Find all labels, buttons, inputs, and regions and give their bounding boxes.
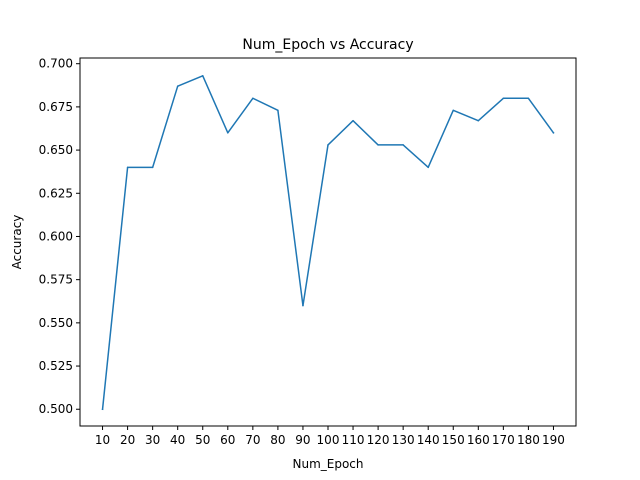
data-point	[252, 97, 254, 100]
x-tick-label: 80	[270, 433, 285, 447]
y-tick-label: 0.600	[39, 229, 73, 243]
x-tick-label: 160	[467, 433, 490, 447]
y-tick-label: 0.700	[39, 57, 73, 71]
data-point	[201, 75, 204, 77]
y-tick-label: 0.525	[39, 359, 73, 373]
y-tick-label: 0.675	[39, 100, 73, 114]
data-point	[151, 166, 154, 169]
y-tick-label: 0.575	[39, 273, 73, 287]
x-tick-label: 50	[195, 433, 210, 447]
x-tick-label: 20	[120, 433, 135, 447]
x-tick-label: 110	[342, 433, 365, 447]
data-point	[176, 85, 179, 87]
data-point	[402, 144, 404, 146]
data-point	[427, 166, 429, 169]
x-tick-label: 40	[170, 433, 185, 447]
x-tick-label: 10	[95, 433, 110, 447]
x-tick-label: 190	[542, 433, 565, 447]
x-tick-label: 90	[295, 433, 310, 447]
data-point	[227, 132, 229, 134]
x-axis-ticks: 10 20 30 40 50 60 70 80 90 100 110 120 130 140 150 160 1…	[95, 426, 565, 447]
x-tick-label: 150	[442, 433, 465, 447]
axes-frame	[79, 57, 577, 427]
y-tick-label: 0.500	[39, 402, 73, 416]
x-tick-label: 30	[145, 433, 160, 447]
x-tick-label: 100	[317, 433, 340, 447]
chart-title: Num_Epoch vs Accuracy	[242, 37, 413, 53]
x-axis-label: Num_Epoch	[292, 457, 363, 471]
data-point	[277, 109, 279, 112]
data-point	[327, 144, 329, 146]
data-point	[477, 119, 480, 122]
x-tick-label: 170	[492, 433, 515, 447]
data-point	[101, 408, 104, 410]
x-tick-label: 130	[392, 433, 415, 447]
x-tick-label: 70	[245, 433, 260, 447]
data-point	[126, 166, 129, 169]
y-tick-label: 0.625	[39, 186, 73, 200]
x-tick-label: 120	[367, 433, 390, 447]
series-layer	[101, 75, 555, 411]
data-point	[552, 132, 555, 134]
x-tick-label: 180	[517, 433, 540, 447]
data-point	[527, 97, 530, 100]
x-tick-label: 60	[220, 433, 235, 447]
y-tick-label: 0.550	[39, 316, 73, 330]
data-point	[352, 119, 354, 122]
y-tick-label: 0.650	[39, 143, 73, 157]
data-point	[302, 304, 304, 307]
data-point	[452, 109, 455, 112]
data-point	[377, 144, 379, 146]
data-point	[502, 97, 505, 100]
y-axis-ticks: 0.500 0.525 0.550 0.575 0.600 0.625 0.650 0.675…	[39, 57, 80, 416]
y-axis-label: Accuracy	[10, 215, 24, 270]
x-tick-label: 140	[417, 433, 440, 447]
